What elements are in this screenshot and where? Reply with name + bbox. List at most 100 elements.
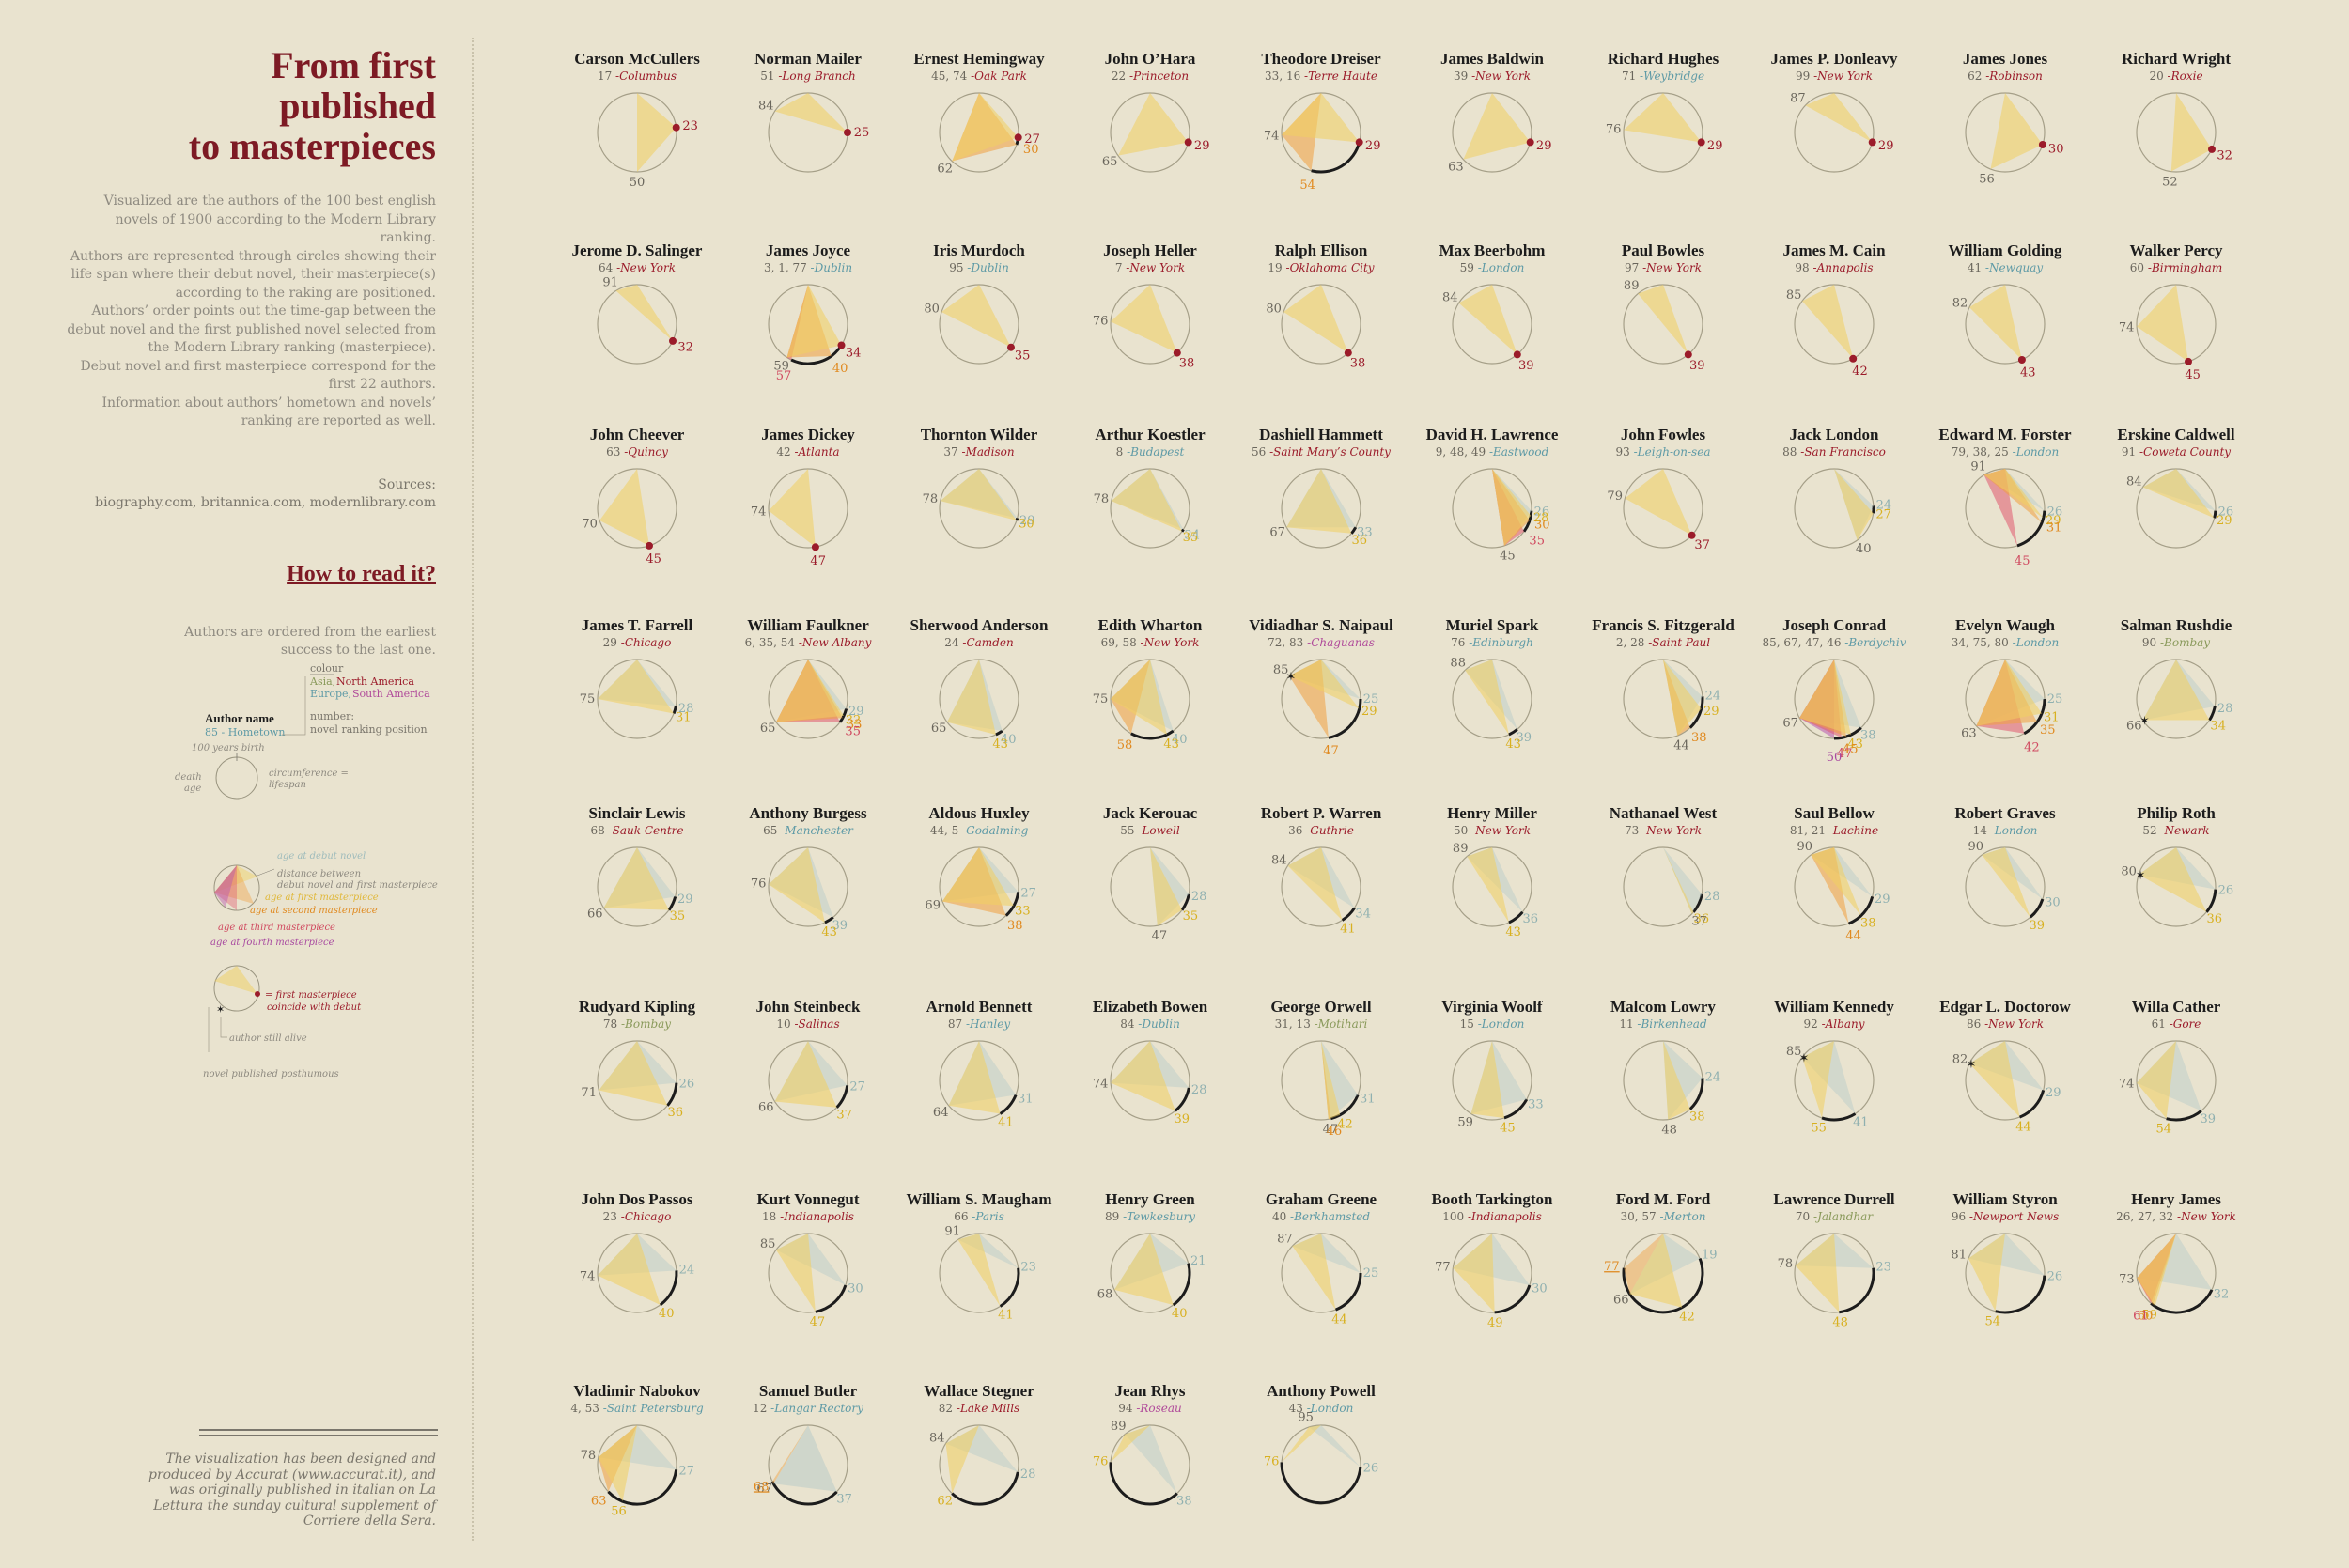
author-card-henry-james: Henry James 26, 27, 32 -New York 73 32 59606… <box>2116 1190 2236 1324</box>
dash-separator: - <box>2009 636 2016 649</box>
age-at-death-label: 68 <box>1097 1288 1113 1302</box>
masterpiece-triangle <box>1663 1041 1690 1120</box>
gap-arc <box>999 1267 1020 1308</box>
dash-separator: - <box>1123 445 1130 458</box>
author-rank-hometown: 60 -Birmingham <box>2130 261 2222 274</box>
debut-age-label: 25 <box>1363 692 1379 706</box>
author-rank-hometown: 15 -London <box>1460 1017 1525 1031</box>
still-alive-star-icon: ✶ <box>2136 869 2146 883</box>
gap-arc <box>1311 142 1361 174</box>
dash-separator: - <box>1303 1402 1311 1415</box>
posthumous-triangle <box>771 1425 808 1484</box>
age-at-death-label: 88 <box>1450 656 1466 670</box>
masterpiece-age-label: 41 <box>1340 923 1356 937</box>
hometown: Birmingham <box>2151 261 2222 274</box>
author-rank-hometown: 100 -Indianapolis <box>1442 1210 1542 1223</box>
hometown: Lake Mills <box>959 1402 1019 1415</box>
author-rank-hometown: 89 -Tewkesbury <box>1105 1210 1195 1223</box>
masterpiece-triangle <box>948 1041 1001 1114</box>
ranking-numbers: 82 <box>939 1402 953 1415</box>
age-at-death-label: 76 <box>1093 315 1109 329</box>
masterpiece-age-label: 43 <box>1847 737 1863 752</box>
author-name: Richard Wright <box>2122 50 2231 68</box>
author-rank-hometown: 82 -Lake Mills <box>939 1402 1019 1415</box>
ranking-numbers: 81, 21 <box>1790 824 1826 837</box>
coincide-marker <box>1513 350 1521 359</box>
hometown: Leigh-on-sea <box>1637 445 1711 458</box>
hometown: Sauk Centre <box>613 824 684 837</box>
hometown: Coweta County <box>2143 445 2231 458</box>
masterpiece-triangle <box>945 1425 979 1494</box>
debut-age-label: 23 <box>1875 1260 1891 1274</box>
ranking-numbers: 18 <box>762 1210 776 1223</box>
age-at-death-label: 91 <box>1970 459 1986 474</box>
ranking-numbers: 72, 83 <box>1268 636 1303 649</box>
coincide-marker <box>1007 343 1015 351</box>
dash-separator: - <box>953 1402 960 1415</box>
masterpiece-triangle <box>1283 285 1348 353</box>
dash-separator: - <box>2136 445 2143 458</box>
age-at-death-label: 89 <box>1453 842 1469 856</box>
coincide-marker <box>672 123 680 132</box>
dash-separator: - <box>1464 1210 1471 1223</box>
debut-age-label: 40 <box>1172 733 1188 747</box>
masterpiece-triangle <box>1111 285 1177 353</box>
masterpiece-age-label: 27 <box>1875 508 1891 522</box>
age-at-death-label: 76 <box>1606 123 1622 137</box>
author-rank-hometown: 41 -Newquay <box>1968 261 2044 274</box>
debut-age-label: 25 <box>1363 1266 1379 1281</box>
dash-separator: - <box>613 261 620 274</box>
dash-separator: - <box>620 445 628 458</box>
author-name: John Steinbeck <box>756 998 862 1016</box>
author-name: Arthur Koestler <box>1095 426 1206 443</box>
masterpiece-triangle <box>1976 660 2043 726</box>
author-name: Anthony Powell <box>1267 1382 1376 1400</box>
dash-separator: - <box>1468 824 1475 837</box>
debut-age-label: 32 <box>677 340 693 354</box>
author-rank-hometown: 39 -New York <box>1454 70 1531 83</box>
dash-separator: - <box>1987 824 1995 837</box>
masterpiece-triangle <box>940 469 1017 520</box>
author-rank-hometown: 36 -Guthrie <box>1288 824 1354 837</box>
masterpiece-age-label: 62 <box>937 1495 953 1509</box>
masterpiece-triangle <box>952 93 1019 162</box>
age-at-death-label: 90 <box>1968 840 1984 854</box>
author-rank-hometown: 22 -Princeton <box>1112 70 1189 83</box>
ranking-numbers: 6, 35, 54 <box>745 636 796 649</box>
debut-age-label: 29 <box>1878 139 1894 153</box>
dash-separator: - <box>2157 824 2165 837</box>
hometown: Godalming <box>966 824 1028 837</box>
masterpiece-age-label: 54 <box>1985 1314 2001 1328</box>
hometown: New York <box>1143 636 1200 649</box>
author-name: Jack Kerouac <box>1103 804 1198 822</box>
debut-age-label: 19 <box>1702 1249 1718 1263</box>
debut-age-label: 24 <box>679 1264 695 1278</box>
debut-age-label: 39 <box>1518 359 1534 373</box>
still-alive-star-icon: ✶ <box>2139 715 2150 729</box>
debut-age-label: 29 <box>1875 893 1890 907</box>
ranking-numbers: 100 <box>1442 1210 1464 1223</box>
age-at-death-label: 67 <box>756 1483 772 1497</box>
author-name: Kurt Vonnegut <box>756 1190 859 1208</box>
author-rank-hometown: 9, 48, 49 -Eastwood <box>1436 445 1549 458</box>
author-rank-hometown: 26, 27, 32 -New York <box>2116 1210 2236 1223</box>
hometown: Quincy <box>628 445 668 458</box>
author-name: Paul Bowles <box>1622 241 1705 259</box>
hometown: Dublin <box>970 261 1008 274</box>
author-rank-hometown: 87 -Hanley <box>948 1017 1010 1031</box>
author-card-james-baldwin: James Baldwin 39 -New York 63 29 <box>1440 50 1551 174</box>
masterpiece-age-label: 43 <box>1505 737 1521 752</box>
hometown: Newport News <box>1972 1210 2059 1223</box>
legend-asia: Asia, <box>309 675 335 688</box>
masterpiece-age-label: 34 <box>2210 719 2226 733</box>
masterpiece-age-label: 31 <box>676 711 692 725</box>
age-at-death-label: 47 <box>1323 1123 1339 1137</box>
masterpiece-age-label: 35 <box>1529 535 1545 549</box>
author-rank-hometown: 43 -London <box>1289 1402 1354 1415</box>
masterpiece-triangle <box>1802 285 1854 359</box>
gap-arc <box>1847 895 1875 925</box>
author-rank-hometown: 96 -Newport News <box>1952 1210 2059 1223</box>
masterpiece-age-label: 36 <box>2207 912 2223 926</box>
